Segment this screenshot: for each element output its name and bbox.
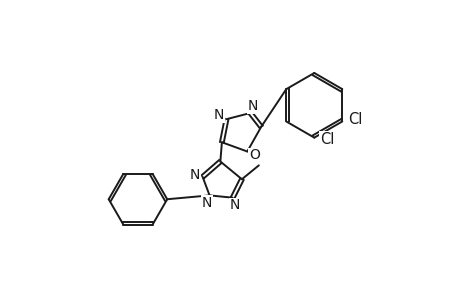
Text: N: N bbox=[230, 198, 240, 212]
Text: N: N bbox=[202, 196, 212, 210]
Text: N: N bbox=[190, 168, 200, 182]
Text: O: O bbox=[248, 148, 259, 162]
Text: Cl: Cl bbox=[319, 132, 334, 147]
Text: N: N bbox=[247, 99, 257, 113]
Text: N: N bbox=[213, 108, 224, 122]
Text: Cl: Cl bbox=[347, 112, 362, 128]
